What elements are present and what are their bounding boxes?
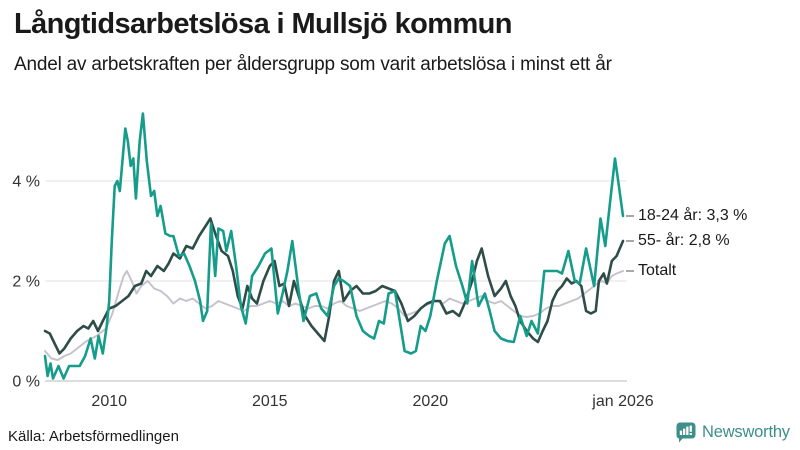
x-tick-label: jan 2026 [591, 393, 653, 410]
series-line-totalt [44, 270, 624, 361]
series-line-55-plus [43, 217, 625, 355]
y-tick-label: 4 % [12, 174, 40, 191]
page-title: Långtidsarbetslösa i Mullsjö kommun [14, 8, 512, 40]
x-tick-label: 2015 [252, 393, 288, 410]
series-line-18-24 [43, 112, 625, 380]
y-axis-tick-labels: 0 % 2 % 4 % [12, 174, 40, 391]
page-subtitle: Andel av arbetskraften per åldersgrupp s… [14, 54, 612, 76]
x-tick-label: 2020 [413, 393, 449, 410]
series-lines [43, 112, 625, 380]
x-tick-label: 2010 [91, 393, 127, 410]
y-tick-label: 0 % [12, 374, 40, 391]
series-label-ticks [626, 215, 634, 272]
newsworthy-logo-text: Newsworthy [702, 423, 790, 441]
y-tick-label: 2 % [12, 274, 40, 291]
source-note: Källa: Arbetsförmedlingen [8, 428, 179, 445]
x-axis-tick-labels: 2010 2015 2020 jan 2026 [91, 393, 653, 410]
series-label-55-plus: 55- år: 2,8 % [638, 232, 730, 249]
series-label-totalt: Totalt [638, 262, 677, 279]
chart-header: Långtidsarbetslösa i Mullsjö kommun Ande… [14, 8, 794, 76]
series-label-18-24: 18-24 år: 3,3 % [638, 207, 748, 224]
newsworthy-logo-icon [676, 422, 696, 443]
newsworthy-logo[interactable]: Newsworthy [676, 422, 790, 443]
